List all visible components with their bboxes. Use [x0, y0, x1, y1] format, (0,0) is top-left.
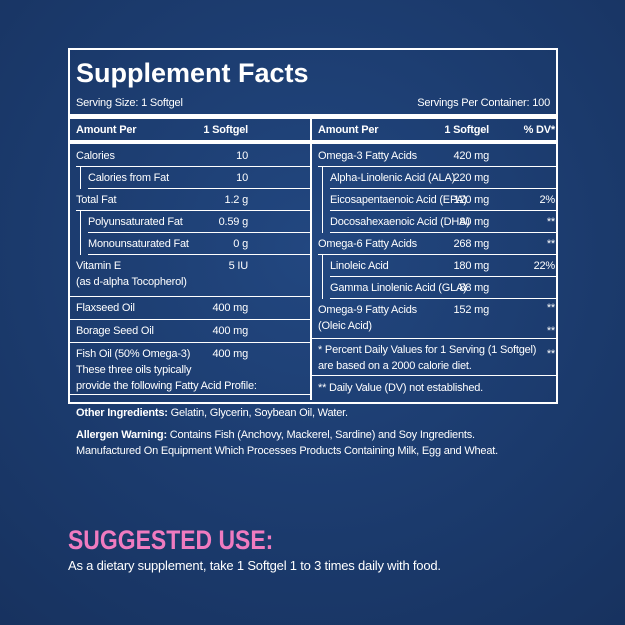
row-name: Linoleic Acid	[330, 260, 389, 272]
dv: **	[546, 348, 555, 360]
footnote: * Percent Daily Values for 1 Serving (1 …	[318, 344, 537, 356]
amount: 400 mg	[212, 302, 249, 314]
dv: **	[546, 238, 555, 250]
rule	[70, 114, 556, 119]
row-line	[330, 232, 556, 233]
amount: 0 g	[233, 238, 248, 250]
row-name: Flaxseed Oil	[76, 302, 135, 314]
amount: 10	[236, 150, 248, 162]
text: Contains Fish (Anchovy, Mackerel, Sardin…	[169, 429, 475, 441]
amount: 10	[236, 172, 248, 184]
footnote: are based on a 2000 calorie diet.	[318, 360, 472, 372]
column-header: 1 Softgel	[203, 124, 248, 136]
serving-size: Serving Size: 1 Softgel	[76, 97, 183, 109]
row-name: Omega-6 Fatty Acids	[318, 238, 417, 250]
row-name: Borage Seed Oil	[76, 325, 154, 337]
row-line	[70, 296, 310, 297]
amount: 80 mg	[459, 216, 489, 228]
row-name: (Oleic Acid)	[318, 320, 372, 332]
dv: **	[546, 302, 555, 314]
title: Supplement Facts	[76, 58, 309, 88]
row-line	[330, 276, 556, 277]
dv: **	[546, 216, 555, 228]
row-line	[330, 298, 556, 299]
row-name: Omega-9 Fatty Acids	[318, 304, 417, 316]
column-header: 1 Softgel	[444, 124, 489, 136]
indent-bar	[80, 211, 81, 233]
row-line	[76, 166, 310, 167]
row-name: Omega-3 Fatty Acids	[318, 150, 417, 162]
row-name: Fish Oil (50% Omega-3)	[76, 348, 191, 360]
amount: 400 mg	[212, 348, 249, 360]
row-line	[88, 232, 310, 233]
indent-bar	[322, 167, 323, 189]
row-line	[70, 342, 310, 343]
row-name: Monounsaturated Fat	[88, 238, 189, 250]
dv: 22%	[533, 260, 556, 272]
indent-bar	[80, 233, 81, 255]
row-line	[88, 254, 310, 255]
row-line	[330, 210, 556, 211]
amount: 1.2 g	[224, 194, 249, 206]
suggested-text: As a dietary supplement, take 1 Softgel …	[68, 558, 441, 573]
row-name: Docosahexaenoic Acid (DHA)	[330, 216, 470, 228]
row-name: These three oils typically	[76, 364, 192, 376]
rule	[70, 140, 310, 144]
row-line	[70, 319, 310, 320]
column-divider	[310, 119, 312, 400]
dv: 2%	[539, 194, 556, 206]
dv: **	[546, 325, 555, 337]
row-line	[330, 188, 556, 189]
row-name: Polyunsaturated Fat	[88, 216, 183, 228]
suggested-title: SUGGESTED USE:	[68, 525, 274, 555]
amount: 152 mg	[453, 304, 490, 316]
row-name: provide the following Fatty Acid Profile…	[76, 380, 257, 392]
allergen-line: Manufactured On Equipment Which Processe…	[76, 445, 498, 457]
indent-bar	[322, 277, 323, 299]
amount: 420 mg	[453, 150, 490, 162]
allergen: Allergen Warning: Contains Fish (Anchovy…	[76, 427, 475, 443]
text: Gelatin, Glycerin, Soybean Oil, Water.	[170, 407, 348, 419]
facts-box	[68, 48, 558, 404]
other-ingredients: Other Ingredients: Gelatin, Glycerin, So…	[76, 405, 348, 421]
row-line	[76, 210, 310, 211]
row-line	[312, 338, 556, 339]
amount: 0.59 g	[218, 216, 249, 228]
row-line	[312, 375, 556, 376]
row-name: Gamma Linolenic Acid (GLA)	[330, 282, 467, 294]
amount: 400 mg	[212, 325, 249, 337]
row-line	[70, 394, 310, 395]
row-name: Calories	[76, 150, 115, 162]
row-name: Calories from Fat	[88, 172, 169, 184]
indent-bar	[322, 211, 323, 233]
row-line	[318, 254, 556, 255]
amount: 5 IU	[228, 260, 249, 272]
amount: 180 mg	[453, 260, 490, 272]
amount: 120 mg	[453, 194, 490, 206]
row-line	[318, 166, 556, 167]
servings-per-container: Servings Per Container: 100	[417, 97, 550, 109]
row-line	[88, 188, 310, 189]
column-header: Amount Per	[318, 124, 379, 136]
row-name: Vitamin E	[76, 260, 122, 272]
amount: 268 mg	[453, 238, 490, 250]
amount: 88 mg	[459, 282, 489, 294]
indent-bar	[322, 255, 323, 277]
amount: 220 mg	[453, 172, 490, 184]
column-header: Amount Per	[76, 124, 137, 136]
label: Other Ingredients:	[76, 407, 168, 419]
row-name: Total Fat	[76, 194, 117, 206]
rule	[312, 140, 556, 144]
footnote: ** Daily Value (DV) not established.	[318, 382, 484, 394]
column-header: % DV*	[523, 124, 556, 136]
row-name: (as d-alpha Tocopherol)	[76, 276, 187, 288]
label: Allergen Warning:	[76, 429, 167, 441]
row-name: Eicosapentaenoic Acid (EPA)	[330, 194, 467, 206]
indent-bar	[80, 167, 81, 189]
indent-bar	[322, 189, 323, 211]
row-name: Alpha-Linolenic Acid (ALA)	[330, 172, 456, 184]
